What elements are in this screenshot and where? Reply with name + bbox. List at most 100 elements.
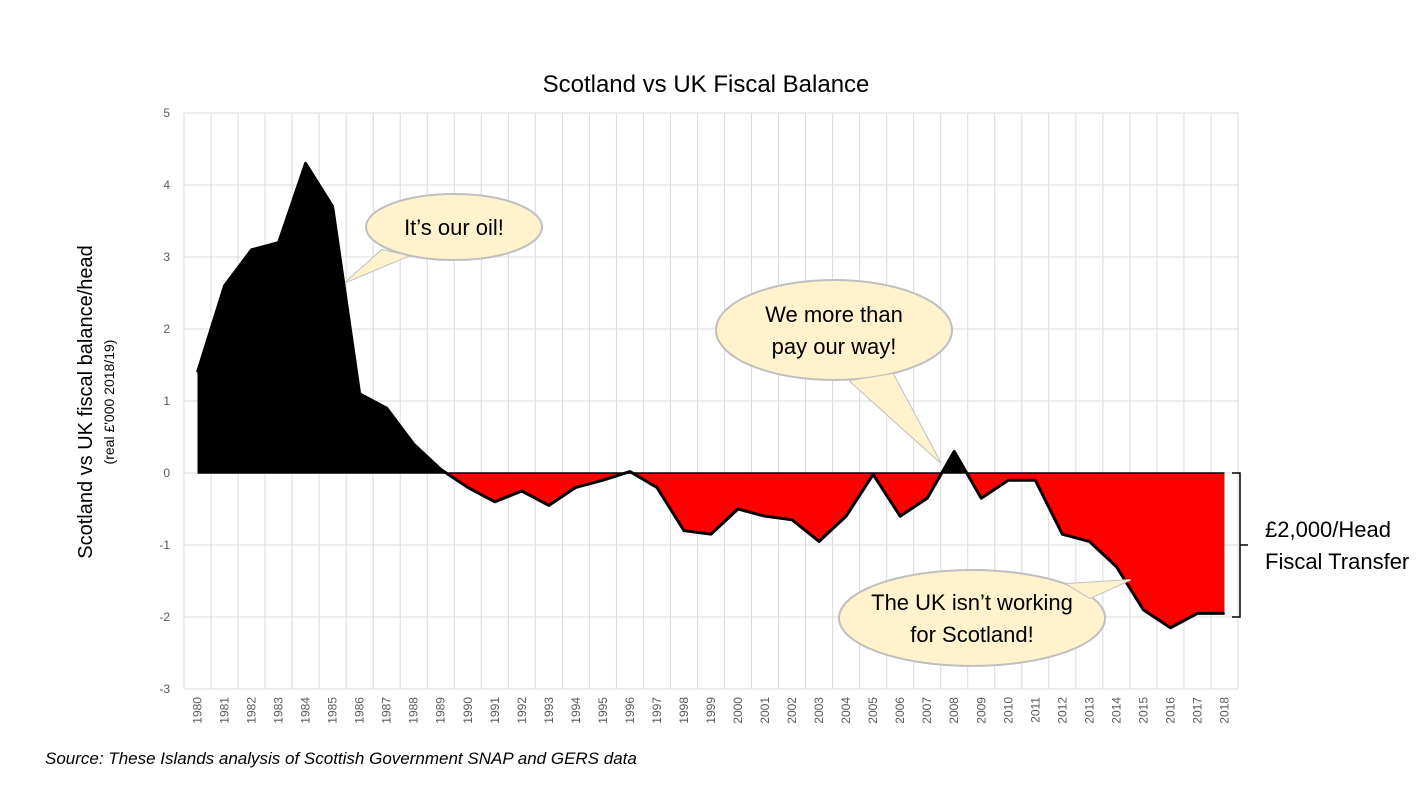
x-tick-label: 2000: [731, 697, 745, 724]
data-point-2012: [1061, 533, 1063, 535]
x-tick-label: 1995: [596, 697, 610, 724]
data-point-2005: [872, 473, 874, 475]
area-positive-segment: [941, 451, 967, 473]
x-tick-label: 2004: [839, 697, 853, 724]
x-tick-label: 2007: [920, 697, 934, 724]
data-point-1986: [359, 393, 361, 395]
x-tick-label: 2006: [893, 697, 907, 724]
area-negative-segment: [446, 473, 626, 506]
speech-bubble-text: for Scotland!: [910, 622, 1034, 647]
x-tick-label: 1991: [488, 697, 502, 724]
data-point-1983: [278, 242, 280, 244]
data-point-1996: [629, 471, 631, 473]
data-point-1995: [602, 479, 604, 481]
data-point-2007: [926, 497, 928, 499]
y-tick-label: 4: [163, 178, 170, 192]
data-point-1993: [548, 504, 550, 506]
x-tick-label: 2002: [785, 697, 799, 724]
fiscal-transfer-label: Fiscal Transfer: [1265, 549, 1409, 574]
y-tick-label: -1: [159, 538, 170, 552]
y-tick-label: 0: [163, 466, 170, 480]
x-tick-label: 2011: [1028, 697, 1042, 723]
data-point-2013: [1088, 540, 1090, 542]
data-point-2016: [1169, 627, 1171, 629]
data-point-2011: [1034, 479, 1036, 481]
data-point-2017: [1196, 612, 1198, 614]
data-point-1980: [197, 371, 199, 373]
y-tick-label: 1: [163, 394, 170, 408]
data-point-2000: [737, 508, 739, 510]
speech-bubble-tail-fill: [346, 250, 408, 282]
x-tick-label: 2016: [1163, 697, 1177, 724]
data-point-2009: [980, 497, 982, 499]
data-point-1988: [413, 443, 415, 445]
area-negative-segment: [632, 473, 942, 542]
speech-bubble-text: It’s our oil!: [404, 215, 504, 240]
y-axis-label-group: Scotland vs UK fiscal balance/head (real…: [75, 245, 117, 559]
x-tick-label: 1999: [704, 697, 718, 724]
speech-bubble-shape: [365, 193, 543, 261]
x-axis-ticks: 1980 1981 1982 1983 1984 1985 1986 1987 1988 1989…: [191, 697, 1232, 724]
data-point-2015: [1142, 609, 1144, 611]
data-point-2002: [791, 519, 793, 521]
data-point-1998: [683, 530, 685, 532]
x-tick-label: 1994: [569, 697, 583, 724]
x-tick-label: 1982: [245, 697, 259, 724]
x-tick-label: 2005: [866, 697, 880, 724]
x-tick-label: 1980: [191, 697, 205, 724]
x-tick-label: 1986: [353, 697, 367, 724]
speech-bubble: It’s our oil!: [345, 193, 543, 283]
x-tick-label: 2001: [758, 697, 772, 724]
x-tick-label: 2013: [1082, 697, 1096, 724]
x-tick-label: 2003: [812, 697, 826, 724]
x-tick-label: 2018: [1217, 697, 1231, 724]
x-tick-label: 1996: [623, 697, 637, 724]
data-point-2001: [764, 515, 766, 517]
data-point-1999: [710, 533, 712, 535]
area-series: [196, 161, 1225, 630]
y-tick-label: -3: [159, 682, 170, 696]
data-point-2008: [953, 450, 955, 452]
y-tick-label: 5: [163, 106, 170, 120]
x-tick-label: 1984: [299, 697, 313, 724]
speech-bubble-tail-fill: [1067, 580, 1130, 598]
data-point-2006: [899, 515, 901, 517]
area-negative-segment: [966, 473, 1225, 628]
speech-bubble-text: The UK isn’t working: [871, 590, 1073, 615]
data-point-1989: [440, 468, 442, 470]
data-point-1997: [656, 486, 658, 488]
speech-bubble-text: pay our way!: [772, 334, 897, 359]
x-tick-label: 1993: [542, 697, 556, 724]
data-point-1985: [332, 206, 334, 208]
area-positive-segment: [197, 163, 447, 473]
x-tick-label: 1981: [218, 697, 232, 724]
x-tick-label: 2014: [1109, 697, 1123, 724]
speech-bubble-shape: [715, 279, 953, 381]
speech-bubble: We more than pay our way!: [715, 279, 953, 463]
y-axis-ticks: 5 4 3 2 1 0 -1 -2 -3: [159, 106, 170, 696]
y-tick-label: -2: [159, 610, 170, 624]
data-point-1994: [575, 486, 577, 488]
speech-bubble-tail-fill: [850, 374, 940, 462]
x-tick-label: 1989: [434, 697, 448, 724]
y-axis-sublabel: (real £'000 2018/19): [101, 340, 117, 465]
chart-title: Scotland vs UK Fiscal Balance: [543, 71, 870, 98]
x-tick-label: 1983: [272, 697, 286, 724]
data-point-2014: [1115, 566, 1117, 568]
data-point-2003: [818, 540, 820, 542]
data-point-2004: [845, 515, 847, 517]
data-point-1992: [521, 490, 523, 492]
data-point-1984: [305, 162, 307, 164]
x-tick-label: 2009: [974, 697, 988, 724]
x-tick-label: 2017: [1190, 697, 1204, 724]
data-point-1987: [386, 407, 388, 409]
x-tick-label: 1988: [407, 697, 421, 724]
fiscal-transfer-bracket: £2,000/Head Fiscal Transfer: [1232, 472, 1409, 618]
data-point-1990: [467, 486, 469, 488]
speech-bubble-text: We more than: [765, 302, 903, 327]
x-tick-label: 2015: [1136, 697, 1150, 724]
y-tick-label: 2: [163, 322, 170, 336]
speech-bubble: The UK isn’t working for Scotland!: [838, 569, 1131, 667]
data-point-2018: [1223, 612, 1225, 614]
